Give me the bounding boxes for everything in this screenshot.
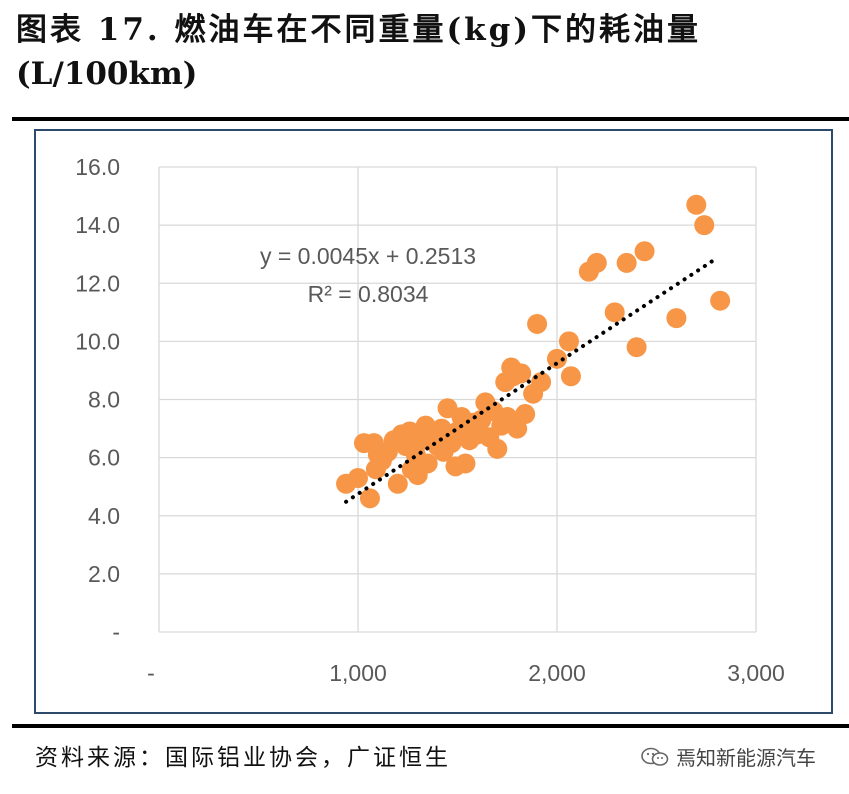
data-point bbox=[515, 404, 536, 425]
watermark-text: 焉知新能源汽车 bbox=[676, 746, 816, 770]
figure-title-line2: (L/100km) bbox=[16, 56, 198, 92]
data-point bbox=[487, 438, 508, 459]
data-point bbox=[604, 302, 625, 323]
data-point bbox=[527, 313, 548, 334]
data-point bbox=[710, 290, 731, 311]
y-tick-label: 8.0 bbox=[88, 387, 120, 413]
top-rule bbox=[12, 117, 849, 121]
data-point bbox=[560, 366, 581, 387]
data-point bbox=[616, 252, 637, 273]
y-tick-label: 2.0 bbox=[88, 561, 120, 587]
x-tick-label: 1,000 bbox=[329, 660, 387, 686]
x-tick-label: 3,000 bbox=[727, 660, 785, 686]
y-tick-label: 16.0 bbox=[75, 154, 120, 180]
data-point bbox=[387, 473, 408, 494]
data-point bbox=[547, 348, 567, 369]
data-point bbox=[694, 215, 715, 236]
source-note: 资料来源：国际铝业协会，广证恒生 bbox=[35, 745, 451, 771]
watermark: 焉知新能源汽车 bbox=[640, 742, 816, 771]
data-point bbox=[531, 372, 552, 393]
y-tick-label: 10.0 bbox=[75, 328, 120, 354]
data-point bbox=[626, 337, 647, 358]
trendline bbox=[344, 259, 715, 504]
x-tick-label: 2,000 bbox=[528, 660, 586, 686]
x-tick-label: - bbox=[147, 660, 155, 686]
y-tick-label: 4.0 bbox=[88, 503, 120, 529]
figure-title-line1: 图表 17. 燃油车在不同重量(kg)下的耗油量 bbox=[16, 12, 702, 48]
trendline-equation: y = 0.0045x + 0.2513 bbox=[260, 243, 476, 269]
data-point bbox=[511, 363, 532, 384]
data-point bbox=[417, 453, 438, 474]
data-point bbox=[586, 252, 607, 273]
y-tick-label: 12.0 bbox=[75, 270, 120, 296]
y-tick-label: - bbox=[112, 619, 120, 645]
data-point bbox=[359, 488, 380, 509]
data-point bbox=[455, 453, 476, 474]
y-tick-label: 14.0 bbox=[75, 212, 120, 238]
wechat-icon bbox=[640, 746, 670, 768]
data-point bbox=[686, 194, 707, 215]
data-point bbox=[558, 331, 579, 352]
y-tick-label: 6.0 bbox=[88, 445, 120, 471]
data-point bbox=[666, 308, 687, 329]
data-point bbox=[634, 241, 655, 262]
bottom-rule bbox=[12, 724, 849, 728]
data-point bbox=[348, 467, 368, 488]
trendline-r2: R² = 0.8034 bbox=[308, 281, 429, 307]
figure-title: 图表 17. 燃油车在不同重量(kg)下的耗油量 (L/100km) bbox=[16, 8, 841, 96]
